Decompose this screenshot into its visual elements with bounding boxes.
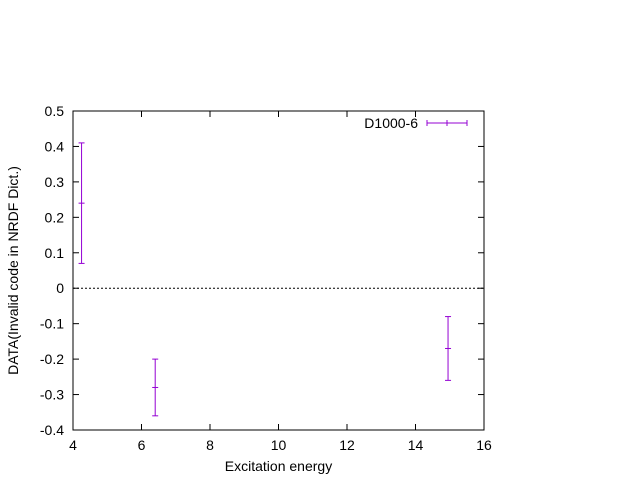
y-tick-label: 0.3: [45, 174, 65, 190]
data-point: [445, 316, 452, 381]
data-point: [152, 358, 159, 417]
x-axis-label: Excitation energy: [225, 458, 332, 474]
y-tick-label: -0.4: [40, 422, 64, 438]
plot-frame: [72, 110, 485, 431]
x-tick-label: 10: [271, 437, 287, 453]
series-layer: [78, 142, 452, 417]
x-tick-label: 16: [476, 437, 492, 453]
data-point: [78, 142, 85, 264]
y-tick-label: -0.2: [40, 351, 64, 367]
y-tick-label: 0: [56, 280, 64, 296]
ticks-layer: 4 6 8 10 12 14 16 -0.4 -0.3 -0.2 -0.1 0 0.1 0.2 0.3 0.4…: [40, 103, 492, 453]
legend-label: D1000-6: [364, 115, 418, 131]
legend: D1000-6: [364, 115, 468, 131]
x-tick-label: 14: [408, 437, 424, 453]
y-tick-label: 0.2: [45, 209, 65, 225]
x-tick-label: 4: [69, 437, 77, 453]
y-tick-label: 0.4: [45, 138, 65, 154]
x-tick-label: 12: [339, 437, 355, 453]
y-tick-label: -0.3: [40, 387, 64, 403]
y-tick-label: 0.1: [45, 245, 65, 261]
x-tick-label: 8: [206, 437, 214, 453]
y-axis-label: DATA(Invalid code in NRDF Dict.): [5, 166, 21, 375]
legend-sample: [426, 120, 468, 126]
x-tick-label: 6: [138, 437, 146, 453]
y-tick-label: -0.1: [40, 316, 64, 332]
y-tick-label: 0.5: [45, 103, 65, 119]
